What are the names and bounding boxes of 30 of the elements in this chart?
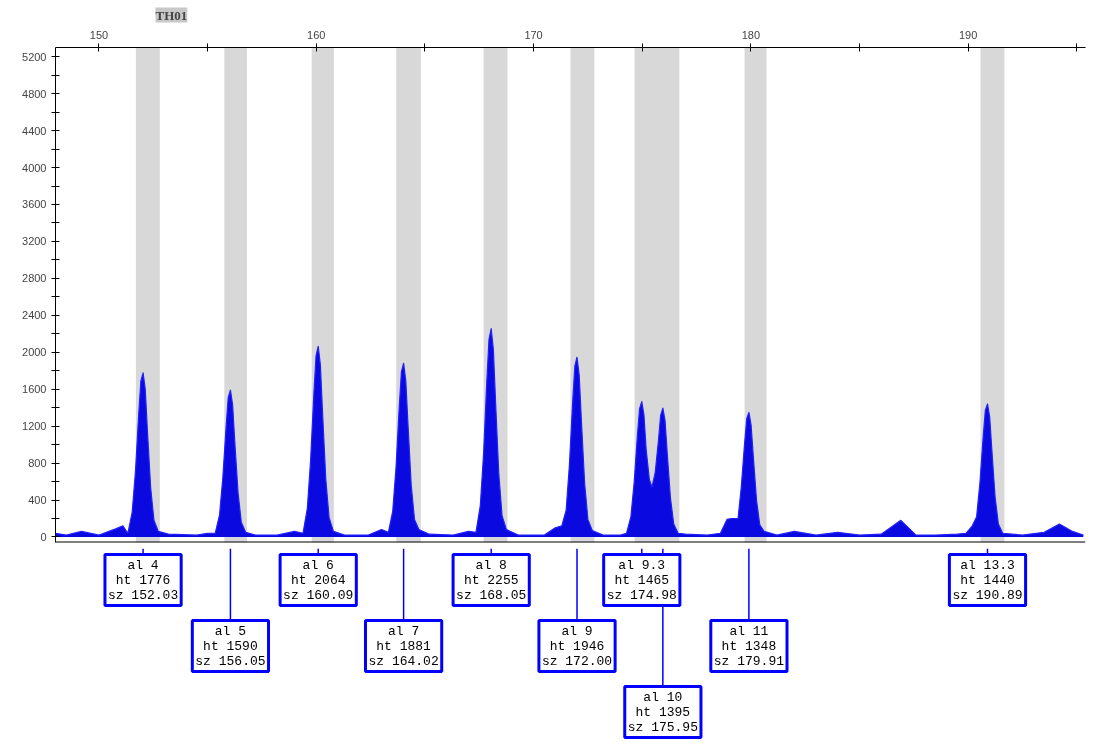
chart-title: TH01 (155, 7, 188, 23)
y-tick-label: 400 (28, 494, 47, 507)
annotation: al 5 ht 1590 sz 156.05 (195, 623, 266, 669)
y-tick-label: 5200 (22, 50, 47, 63)
y-tick-label: 0 (40, 530, 47, 543)
x-tick-label: 180 (741, 28, 761, 41)
y-tick-label: 4400 (22, 124, 47, 137)
y-tick-label: 2800 (22, 272, 47, 285)
y-tick-label: 2400 (22, 309, 47, 322)
annotation: al 4 ht 1776 sz 152.03 (107, 557, 179, 603)
annotation: al 6 ht 2064 sz 160.09 (283, 557, 354, 603)
annotation: al 13.3 ht 1440 sz 190.89 (952, 557, 1023, 603)
annotation: al 11 ht 1348 sz 179.91 (713, 623, 785, 669)
y-tick-label: 1200 (22, 420, 47, 433)
x-tick-label: 190 (958, 28, 978, 41)
y-tick-label: 1600 (22, 383, 47, 396)
x-tick-label: 160 (307, 28, 326, 41)
annotation: al 9 ht 1946 sz 172.00 (541, 623, 613, 669)
annotation: al 10 ht 1395 sz 175.95 (627, 689, 698, 735)
y-tick-label: 3200 (22, 235, 47, 248)
annotation: al 8 ht 2255 sz 168.05 (456, 557, 527, 603)
y-tick-label: 4800 (22, 87, 47, 100)
y-tick-label: 800 (28, 457, 47, 470)
y-tick-label: 3600 (22, 198, 47, 211)
x-tick-label: 150 (89, 28, 109, 41)
x-tick-label: 170 (524, 28, 543, 41)
y-tick-label: 2000 (22, 346, 47, 359)
annotation: al 9.3 ht 1465 sz 174.98 (606, 557, 677, 603)
annotation: al 7 ht 1881 sz 164.02 (368, 623, 439, 669)
y-tick-label: 4000 (22, 161, 47, 174)
